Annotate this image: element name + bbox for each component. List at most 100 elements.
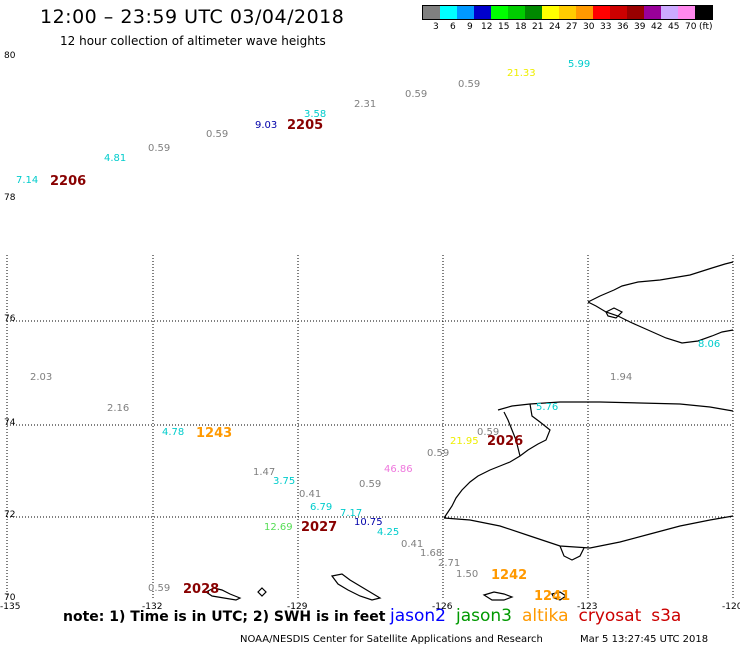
credit-line: NOAA/NESDIS Center for Satellite Applica… — [240, 634, 543, 645]
legend-labels: 3 6 9 12 15 18 21 24 27 30 33 36 39 42 45 70 (ft) — [422, 20, 713, 34]
legend-swatch — [491, 6, 508, 19]
legend-swatch — [627, 6, 644, 19]
legend-color-bar — [422, 5, 713, 20]
swh-observation: 4.25 — [377, 527, 399, 538]
swh-observation: 12.69 — [264, 522, 293, 533]
satellite-pass-id: 1241 — [534, 589, 570, 604]
legend-unit: (ft) — [699, 22, 713, 32]
swh-observation: 0.41 — [401, 539, 423, 550]
swh-observation: 0.59 — [458, 79, 480, 90]
swh-observation: 0.59 — [148, 143, 170, 154]
legend-swatch — [542, 6, 559, 19]
satellite-s3a: s3a — [651, 606, 682, 626]
swh-observation: 21.33 — [507, 68, 536, 79]
lat-label-78: 78 — [4, 193, 16, 203]
swh-observation: 1.68 — [420, 548, 442, 559]
satellite-jason2: jason2 — [390, 606, 446, 626]
swh-observation: 46.86 — [384, 464, 413, 475]
swh-observation: 0.59 — [405, 89, 427, 100]
legend-swatch — [593, 6, 610, 19]
swh-observation: 0.59 — [206, 129, 228, 140]
legend-swatch — [695, 6, 712, 19]
wave-height-observations: 7.14 4.81 0.59 0.59 9.03 3.58 2.31 0.59 0.59 21.3… — [16, 59, 720, 594]
inner-bay — [503, 411, 521, 457]
swh-observation: 1.50 — [456, 569, 478, 580]
satellite-jason3: jason3 — [456, 606, 512, 626]
coastline — [204, 261, 734, 601]
legend-swatch — [678, 6, 695, 19]
small-island-b — [257, 587, 267, 597]
legend-swatch — [644, 6, 661, 19]
victoria-island-coast — [497, 401, 734, 412]
legend-swatch — [559, 6, 576, 19]
legend-swatch — [440, 6, 457, 19]
legend-tick-label: 36 — [617, 22, 629, 32]
swh-observation: 10.75 — [354, 517, 383, 528]
lat-label-74: 74 — [4, 418, 16, 428]
small-island-c — [551, 591, 568, 601]
legend-tick-label: 9 — [467, 22, 473, 32]
lat-label-76: 76 — [4, 314, 16, 324]
swh-observation: 1.94 — [610, 372, 632, 383]
satellite-altika: altika — [522, 606, 569, 626]
lat-label-70: 70 — [4, 593, 16, 603]
legend-tick-label: 45 — [668, 22, 680, 32]
satellite-pass-labels: 2206 2205 1243 2026 2027 1242 1241 2028 — [50, 118, 570, 604]
swh-observation: 2.31 — [354, 99, 376, 110]
banks-island-coast — [587, 261, 734, 344]
swh-observation: 6.79 — [310, 502, 332, 513]
satellite-pass-id: 2027 — [301, 520, 337, 535]
swh-color-legend: 3 6 9 12 15 18 21 24 27 30 33 36 39 42 45 70 (ft) — [422, 5, 713, 34]
swh-observation: 7.14 — [16, 175, 38, 186]
delta-islands — [204, 587, 242, 601]
legend-tick-label: 18 — [515, 22, 527, 32]
satellite-pass-id: 2206 — [50, 174, 86, 189]
swh-observation: 0.59 — [148, 583, 170, 594]
small-island-a — [482, 591, 514, 601]
satellite-pass-id: 1242 — [491, 568, 527, 583]
legend-tick-label: 12 — [481, 22, 493, 32]
legend-tick-label: 3 — [433, 22, 439, 32]
satellite-pass-id: 2026 — [487, 434, 523, 449]
legend-tick-label: 39 — [634, 22, 646, 32]
swh-observation: 21.95 — [450, 436, 479, 447]
swh-observation: 4.81 — [104, 153, 126, 164]
generated-timestamp: Mar 5 13:27:45 UTC 2018 — [580, 634, 709, 645]
lon-label-120: -120 — [722, 602, 740, 612]
legend-swatch — [661, 6, 678, 19]
legend-swatch — [457, 6, 474, 19]
swh-observation: 7.17 — [340, 508, 362, 519]
swh-observation: 3.75 — [273, 476, 295, 487]
map-subtitle: 12 hour collection of altimeter wave hei… — [60, 34, 326, 48]
legend-tick-label: 15 — [498, 22, 510, 32]
southern-inlet — [559, 545, 585, 561]
legend-tick-label: 27 — [566, 22, 578, 32]
swh-observation: 0.41 — [299, 489, 321, 500]
latitude-labels: 80 78 76 74 72 70 — [4, 51, 16, 603]
legend-tick-label: 24 — [549, 22, 561, 32]
swh-observation: 3.58 — [304, 109, 326, 120]
lon-label-123: -123 — [577, 602, 597, 612]
legend-tick-label: 33 — [600, 22, 612, 32]
legend-tick-label: 70 — [685, 22, 697, 32]
footnote: note: 1) Time is in UTC; 2) SWH is in fe… — [63, 609, 386, 625]
legend-swatch — [525, 6, 542, 19]
legend-swatch — [474, 6, 491, 19]
satellite-pass-id: 1243 — [196, 426, 232, 441]
swh-observation: 4.78 — [162, 427, 184, 438]
swh-observation: 2.71 — [438, 558, 460, 569]
legend-tick-label: 42 — [651, 22, 663, 32]
legend-tick-label: 6 — [450, 22, 456, 32]
satellite-key: jason2 jason3 altika cryosat s3a — [390, 606, 691, 626]
legend-swatch — [423, 6, 440, 19]
swh-observation: 5.99 — [568, 59, 590, 70]
map-title: 12:00 – 23:59 UTC 03/04/2018 — [40, 6, 345, 28]
swh-observation: 5.76 — [536, 402, 558, 413]
swh-observation: 1.47 — [253, 467, 275, 478]
graticule — [6, 255, 734, 600]
lat-label-80: 80 — [4, 51, 16, 61]
lat-label-72: 72 — [4, 510, 15, 520]
banks-island-inlet — [605, 307, 624, 319]
swh-observation: 0.59 — [359, 479, 381, 490]
